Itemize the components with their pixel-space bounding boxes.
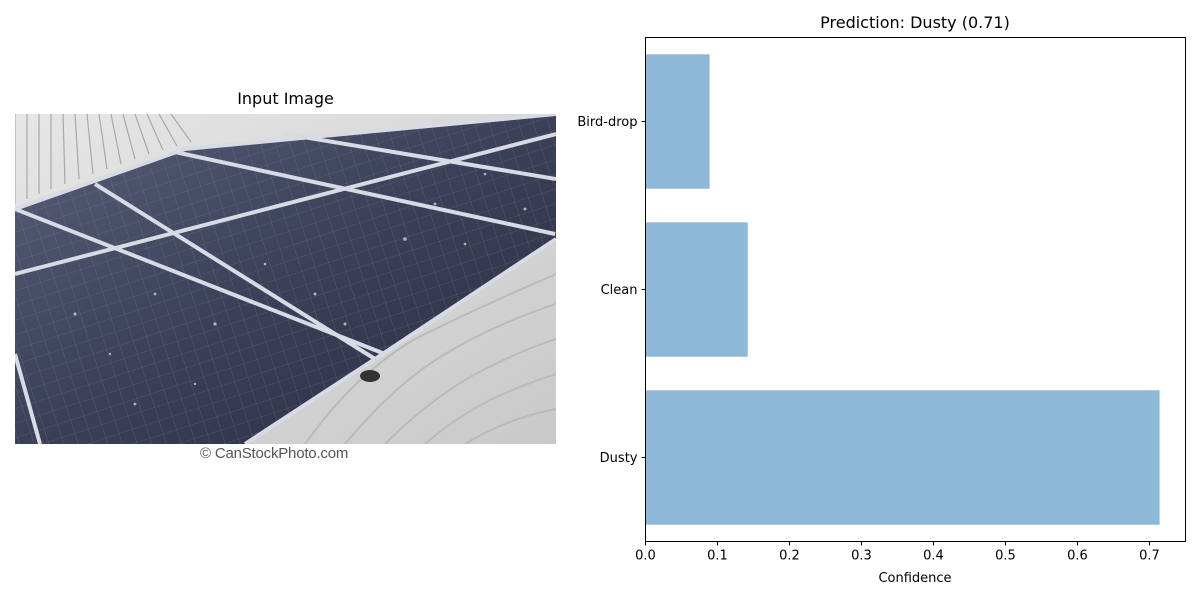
x-tick-label: 0.1: [707, 549, 728, 564]
bar-dusty: [645, 390, 1160, 525]
input-image-title: Input Image: [237, 89, 334, 108]
x-tick-label: 0.0: [635, 549, 656, 564]
bar-clean: [645, 222, 748, 357]
x-tick-label: 0.4: [923, 549, 944, 564]
x-tick-label: 0.2: [779, 549, 800, 564]
chart-title: Prediction: Dusty (0.71): [820, 13, 1010, 32]
photo-watermark: © CanStockPhoto.com: [200, 445, 349, 462]
x-tick-label: 0.7: [1139, 549, 1160, 564]
x-tick-label: 0.6: [1067, 549, 1088, 564]
solar-panel-photo: [15, 114, 556, 444]
y-tick-label: Bird-drop: [577, 115, 637, 130]
x-tick-label: 0.3: [851, 549, 872, 564]
x-tick-label: 0.5: [995, 549, 1016, 564]
y-tick-label: Clean: [601, 283, 638, 298]
x-axis-label: Confidence: [878, 571, 951, 586]
y-tick-label: Dusty: [600, 451, 638, 466]
bar-bird-drop: [645, 54, 710, 189]
